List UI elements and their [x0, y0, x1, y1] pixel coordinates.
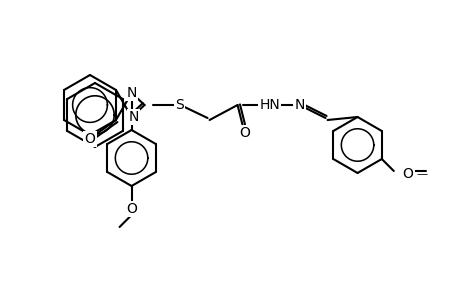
Text: —: — [415, 169, 426, 179]
Text: O: O [402, 167, 412, 181]
Text: N: N [128, 110, 139, 124]
Text: O: O [239, 126, 249, 140]
Text: N: N [294, 98, 304, 112]
Text: O: O [126, 202, 137, 216]
Text: O: O [84, 132, 95, 146]
Text: HN: HN [258, 98, 280, 112]
Text: N: N [126, 86, 136, 100]
Text: S: S [175, 98, 184, 112]
